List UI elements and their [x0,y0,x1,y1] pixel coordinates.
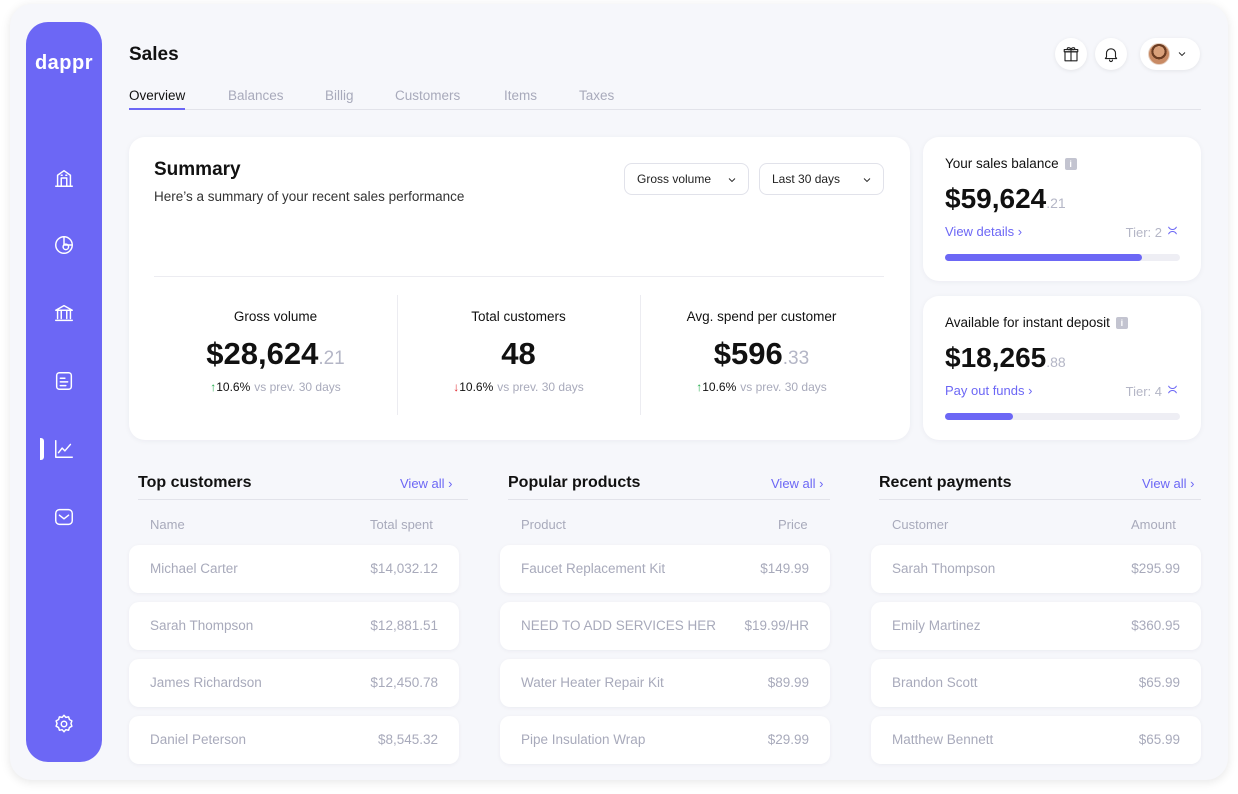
pay-out-funds-link[interactable]: Pay out funds › [945,383,1033,398]
balance-label: Available for instant deposit [945,315,1110,330]
view-all-customers-link[interactable]: View all › [400,476,453,491]
bank-icon[interactable] [52,301,76,325]
metric-label: Avg. spend per customer [686,309,837,324]
col-header-product: Product [521,517,566,532]
gear-icon[interactable] [52,712,76,736]
tier-icon [1166,383,1179,399]
table-row[interactable]: Brandon Scott $65.99 [871,659,1201,707]
arrow-down-icon: ↓ [453,380,460,394]
chevron-down-icon [728,178,736,183]
metric-avg-spend: Avg. spend per customer $596.33 ↑10.6% vs… [640,295,883,394]
pie-chart-icon[interactable] [52,233,76,257]
logo: dappr [34,52,94,74]
gift-icon [1063,47,1079,62]
inbox-icon[interactable] [52,505,76,529]
tier-icon [1166,224,1179,240]
col-header-price: Price [778,517,808,532]
table-row[interactable]: James Richardson $12,450.78 [129,659,459,707]
balance-value: $18,265.88 [945,342,1066,373]
tab-balances[interactable]: Balances [228,88,284,103]
metric-value: $596.33 [713,336,810,371]
metric-value: 48 [501,336,536,371]
tier-label: Tier: 4 [1126,383,1179,399]
col-header-amount: Amount [1131,517,1176,532]
table-row[interactable]: Faucet Replacement Kit $149.99 [500,545,830,593]
tier-label: Tier: 2 [1126,224,1179,240]
period-select[interactable]: Last 30 days [759,163,884,195]
progress-fill [945,254,1143,261]
metric-gross-volume: Gross volume $28,624.21 ↑10.6% vs prev. 3… [154,295,397,394]
divider [640,295,641,415]
metric-change: ↑10.6% vs prev. 30 days [696,380,827,394]
divider [397,295,398,415]
page-title: Sales [129,44,179,65]
tab-billig[interactable]: Billig [325,88,354,103]
divider [138,499,468,500]
tab-items[interactable]: Items [504,88,538,103]
col-header-customer: Customer [892,517,949,532]
metric-change: ↓10.6% vs prev. 30 days [453,380,584,394]
view-details-link[interactable]: View details › [945,224,1023,239]
divider [508,499,830,500]
period-select-value: Last 30 days [772,172,841,186]
metric-total-customers: Total customers 48 ↓10.6% vs prev. 30 day… [397,295,640,394]
document-icon[interactable] [52,369,76,393]
tab-taxes[interactable]: Taxes [579,88,615,103]
app-window: dappr Sales Over [10,4,1228,780]
col-header-name: Name [150,517,185,532]
notifications-button[interactable] [1095,38,1127,70]
table-row[interactable]: Daniel Peterson $8,545.32 [129,716,459,764]
table-row[interactable]: Pipe Insulation Wrap $29.99 [500,716,830,764]
metric-label: Gross volume [233,309,318,324]
table-row[interactable]: Sarah Thompson $295.99 [871,545,1201,593]
top-customers-title: Top customers [138,474,252,491]
balance-progress [945,413,1180,420]
table-row[interactable]: NEED TO ADD SERVICES HER $19.99/HR [500,602,830,650]
sales-balance-card: Your sales balance i $59,624.21 View deta… [923,137,1201,281]
info-icon[interactable]: i [1064,157,1077,170]
metric-select[interactable]: Gross volume [624,163,749,195]
line-chart-icon[interactable] [52,437,76,461]
chevron-down-icon [863,178,871,183]
table-row[interactable]: Water Heater Repair Kit $89.99 [500,659,830,707]
popular-products-title: Popular products [508,474,641,491]
metric-change: ↑10.6% vs prev. 30 days [210,380,341,394]
tab-bar: Overview Balances Billig Customers Items… [129,88,1201,110]
recent-payments-title: Recent payments [879,474,1012,491]
progress-fill [945,413,1014,420]
arrow-up-icon: ↑ [210,380,217,394]
divider [879,499,1201,500]
instant-deposit-card: Available for instant deposit i $18,265.8… [923,296,1201,440]
tab-overview[interactable]: Overview [129,88,186,110]
summary-card: Summary Here’s a summary of your recent … [129,137,910,440]
metric-value: $28,624.21 [206,336,345,371]
profile-menu[interactable] [1140,38,1200,70]
chevron-down-icon [1178,52,1186,57]
table-row[interactable]: Matthew Bennett $65.99 [871,716,1201,764]
summary-subtitle: Here’s a summary of your recent sales pe… [154,189,465,204]
metric-label: Total customers [471,309,566,324]
bell-icon [1104,48,1118,62]
home-icon[interactable] [52,166,76,190]
col-header-total-spent: Total spent [370,517,433,532]
table-row[interactable]: Emily Martinez $360.95 [871,602,1201,650]
balance-progress [945,254,1180,261]
arrow-up-icon: ↑ [696,380,703,394]
metric-select-value: Gross volume [637,172,712,186]
tab-customers[interactable]: Customers [395,88,461,103]
balance-label: Your sales balance [945,156,1059,171]
view-all-payments-link[interactable]: View all › [1142,476,1195,491]
view-all-products-link[interactable]: View all › [771,476,824,491]
gift-button[interactable] [1055,38,1087,70]
sidebar: dappr [26,22,102,762]
balance-value: $59,624.21 [945,183,1066,214]
divider [154,276,884,277]
active-indicator [40,438,44,460]
table-row[interactable]: Sarah Thompson $12,881.51 [129,602,459,650]
avatar [1148,43,1170,65]
table-row[interactable]: Michael Carter $14,032.12 [129,545,459,593]
info-icon[interactable]: i [1115,316,1128,329]
summary-title: Summary [154,159,241,180]
